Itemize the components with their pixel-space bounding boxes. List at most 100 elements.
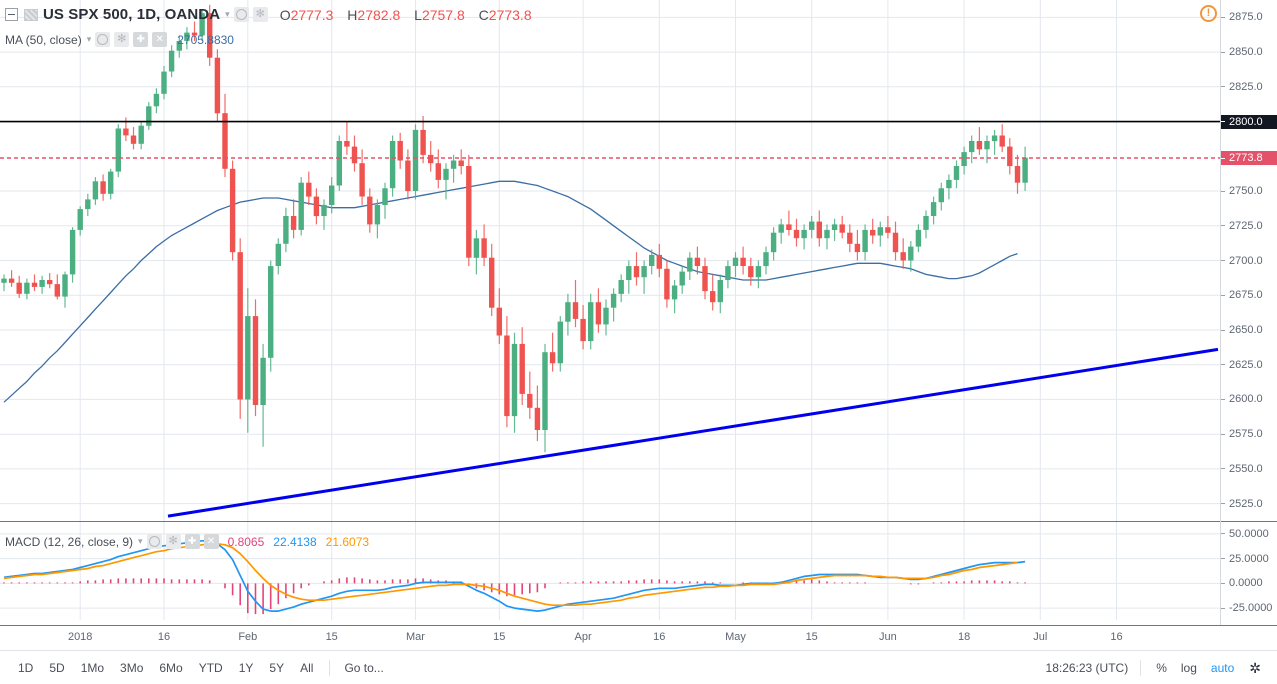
tick-mark [1221, 433, 1225, 435]
range-button-1d[interactable]: 1D [18, 660, 34, 675]
price-tick-label: 2600.0 [1229, 393, 1263, 406]
range-button-1y[interactable]: 1Y [238, 660, 254, 675]
price-tick-label: 2525.0 [1229, 497, 1263, 510]
range-button-6mo[interactable]: 6Mo [159, 660, 183, 675]
macd-tick: 0.0000 [1221, 576, 1277, 590]
price-tick: 2525.0 [1221, 497, 1277, 511]
price-tick-label: 2575.0 [1229, 428, 1263, 441]
price-tick: 2575.0 [1221, 427, 1277, 441]
price-tick-label: 2875.0 [1229, 11, 1263, 24]
tick-mark [1221, 86, 1225, 88]
eye-icon[interactable] [95, 32, 111, 47]
time-tick-label: Feb [238, 631, 258, 643]
ohlc-close-value: 2773.8 [488, 6, 532, 23]
clock-label: 18:26:23 (UTC) [1045, 660, 1129, 675]
ohlc-close-label: C [478, 6, 489, 23]
ohlc-high: H2782.8 [347, 7, 400, 23]
close-icon[interactable] [152, 32, 168, 47]
price-tick: 2850.0 [1221, 45, 1277, 59]
bottom-toolbar: 1D 5D 1Mo 3Mo 6Mo YTD 1Y 5Y All Go to... 18:26:23… [0, 650, 1277, 684]
tick-mark [1221, 503, 1225, 505]
page-title[interactable]: US SPX 500, 1D, OANDA [43, 6, 221, 23]
macd-legend-label[interactable]: MACD (12, 26, close, 9) [5, 534, 134, 549]
tick-mark [1221, 260, 1225, 261]
time-tick-label: 15 [805, 631, 818, 643]
ohlc-low-value: 2757.8 [421, 6, 465, 23]
macd-tick: 50.0000 [1221, 527, 1277, 541]
range-button-all[interactable]: All [300, 660, 314, 675]
main-symbol-legend: US SPX 500, 1D, OANDA ▾ O2777.3 H2782.8 … [5, 6, 542, 23]
time-tick-label: 16 [653, 631, 666, 643]
plus-icon[interactable] [184, 534, 200, 549]
tick-mark [1221, 582, 1225, 584]
time-tick-label: Apr [574, 631, 592, 643]
tick-mark [1221, 190, 1225, 192]
percent-scale-button[interactable]: % [1156, 660, 1167, 675]
price-tick-label: 2750.0 [1229, 185, 1263, 197]
time-axis[interactable]: 2018 16 Feb 15 Mar 15 Apr 16 May 15 Jun 18 Jul 16 [0, 625, 1277, 650]
tick-mark [1221, 329, 1225, 331]
time-tick-label: May [725, 631, 746, 643]
macd-histogram-value: 0.8065 [227, 534, 265, 549]
close-icon[interactable] [203, 534, 219, 549]
macd-tick-label: -25.0000 [1229, 602, 1273, 615]
ohlc-close: C2773.8 [479, 7, 532, 23]
ohlc-low: L2757.8 [414, 7, 465, 23]
price-tick: 2625.0 [1221, 358, 1277, 372]
ohlc-open-label: O [279, 6, 291, 23]
ma-legend-label[interactable]: MA (50, close) [5, 32, 82, 47]
tick-mark [1221, 16, 1225, 18]
macd-tick-label: 25.0000 [1229, 552, 1269, 565]
price-tick-label: 2625.0 [1229, 358, 1263, 371]
range-button-3mo[interactable]: 3Mo [120, 660, 144, 675]
ma-legend-value: 2705.8830 [177, 32, 234, 47]
ohlc-open: O2777.3 [280, 7, 334, 23]
ohlc-open-value: 2777.3 [290, 6, 334, 23]
tick-mark [1221, 607, 1225, 609]
macd-tick: 25.0000 [1221, 552, 1277, 566]
tick-mark [1221, 533, 1225, 535]
price-tick: 2825.0 [1221, 80, 1277, 94]
chart-canvas[interactable] [0, 0, 1220, 625]
tick-mark [1221, 157, 1225, 159]
time-tick-label: 15 [493, 631, 506, 643]
price-tick-label: 2825.0 [1229, 80, 1263, 93]
chevron-down-icon[interactable]: ▾ [86, 34, 92, 44]
gear-icon[interactable] [165, 534, 181, 549]
time-tick-label: Jun [879, 631, 897, 643]
macd-tick-label: 50.0000 [1229, 527, 1269, 540]
chart-svg [0, 0, 1220, 620]
range-button-5y[interactable]: 5Y [269, 660, 285, 675]
range-selector: 1D 5D 1Mo 3Mo 6Mo YTD 1Y 5Y All Go to... [0, 658, 390, 678]
warning-circle-icon[interactable]: ! [1200, 5, 1217, 22]
eye-icon[interactable] [146, 534, 162, 549]
chevron-down-icon[interactable]: ▾ [138, 536, 143, 546]
auto-scale-button[interactable]: auto [1210, 660, 1235, 675]
ohlc-low-label: L [414, 6, 422, 23]
price-tick-label: 2800.0 [1229, 115, 1263, 128]
minus-box-icon[interactable] [5, 8, 18, 21]
gear-icon[interactable] [252, 7, 268, 22]
time-tick-label: 16 [1110, 631, 1123, 643]
price-tick-label: 2773.8 [1229, 152, 1263, 164]
chevron-down-icon[interactable]: ▾ [225, 9, 230, 19]
range-button-1mo[interactable]: 1Mo [80, 660, 105, 675]
macd-line-value: 22.4138 [273, 534, 317, 549]
price-tick-label: 2725.0 [1229, 219, 1263, 232]
gear-icon[interactable] [114, 32, 130, 47]
price-axis[interactable]: 2875.0 2850.0 2825.0 2800.0 2773.8 2750.0 2725… [1220, 0, 1277, 625]
divider [329, 659, 331, 676]
gear-icon[interactable]: ✲ [1249, 659, 1261, 676]
divider [1140, 659, 1142, 676]
price-level-badge: 2800.0 [1221, 114, 1277, 129]
ma-indicator-legend: MA (50, close) ▾ 2705.8830 [5, 32, 234, 47]
price-tick-label: 2650.0 [1229, 324, 1263, 336]
eye-icon[interactable] [233, 7, 249, 22]
plus-icon[interactable] [133, 32, 149, 47]
go-to-button[interactable]: Go to... [344, 660, 384, 675]
price-tick-label: 2550.0 [1229, 462, 1263, 475]
range-button-ytd[interactable]: YTD [198, 660, 223, 675]
range-button-5d[interactable]: 5D [49, 660, 65, 675]
log-scale-button[interactable]: log [1180, 660, 1197, 675]
